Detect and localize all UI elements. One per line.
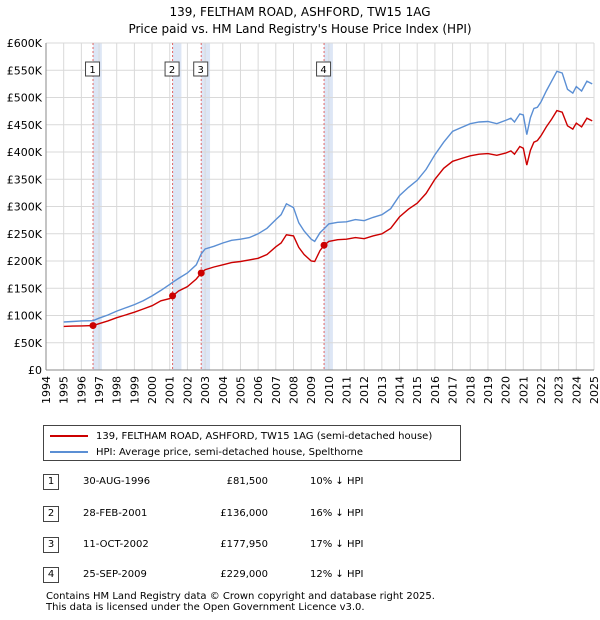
legend-label-property: 139, FELTHAM ROAD, ASHFORD, TW15 1AG (se…: [96, 430, 433, 442]
sale-annotation-box: [193, 61, 209, 77]
x-tick-label: 2018: [464, 376, 477, 404]
legend-label-hpi: HPI: Average price, semi-detached house,…: [96, 446, 364, 458]
x-tick-label: 2022: [535, 376, 548, 404]
y-tick-label: £500K: [7, 92, 43, 105]
x-tick-label: 2013: [376, 376, 389, 404]
x-tick-label: 1997: [93, 376, 106, 404]
x-tick-label: 2002: [181, 376, 194, 404]
hpi-line: [63, 70, 593, 323]
x-tick-label: 1998: [111, 376, 124, 404]
x-tick-label: 1994: [40, 376, 53, 404]
sale-annotation-label: 3: [198, 65, 204, 76]
sale-row: 2 28-FEB-2001 £136,000 16% ↓ HPI: [43, 506, 463, 522]
sale-date: 25-SEP-2009: [83, 569, 147, 580]
y-tick-label: £450K: [7, 119, 43, 132]
sale-row: 1 30-AUG-1996 £81,500 10% ↓ HPI: [43, 474, 463, 490]
x-tick-label: 2001: [164, 376, 177, 404]
legend-item-property: 139, FELTHAM ROAD, ASHFORD, TW15 1AG (se…: [50, 429, 432, 443]
sale-hpi-diff: 16% ↓ HPI: [310, 508, 364, 519]
x-tick-label: 2015: [411, 376, 424, 404]
sale-marker: [169, 292, 177, 300]
sale-marker: [89, 322, 97, 330]
y-tick-label: £350K: [7, 173, 43, 186]
sale-annotation-box: [316, 61, 332, 77]
x-tick-label: 1996: [75, 376, 88, 404]
x-tick-label: 2010: [323, 376, 336, 404]
x-tick-label: 2012: [358, 376, 371, 404]
x-tick-label: 2004: [217, 376, 230, 404]
sale-number-badge: 4: [43, 567, 59, 583]
x-tick-label: 1995: [58, 376, 71, 404]
sale-row: 3 11-OCT-2002 £177,950 17% ↓ HPI: [43, 537, 463, 553]
x-tick-label: 2023: [553, 376, 566, 404]
sale-number-badge: 3: [43, 537, 59, 553]
sale-annotation-label: 4: [320, 65, 326, 76]
footer-copyright: Contains HM Land Registry data © Crown c…: [46, 591, 435, 602]
y-tick-label: £550K: [7, 64, 43, 77]
sale-number-badge: 2: [43, 506, 59, 522]
x-tick-label: 2000: [146, 376, 159, 404]
sale-date: 28-FEB-2001: [83, 508, 148, 519]
sale-row: 4 25-SEP-2009 £229,000 12% ↓ HPI: [43, 567, 463, 583]
x-tick-label: 1999: [128, 376, 141, 404]
y-tick-label: £400K: [7, 146, 43, 159]
x-tick-label: 2005: [234, 376, 247, 404]
x-tick-label: 2009: [305, 376, 318, 404]
footer-licence: This data is licensed under the Open Gov…: [46, 602, 365, 613]
chart-title: 139, FELTHAM ROAD, ASHFORD, TW15 1AG Pri…: [0, 4, 600, 38]
x-tick-label: 2003: [199, 376, 212, 404]
chart-title-line2: Price paid vs. HM Land Registry's House …: [128, 22, 472, 36]
sale-hpi-diff: 12% ↓ HPI: [310, 569, 364, 580]
x-tick-label: 2006: [252, 376, 265, 404]
y-tick-label: £100K: [7, 310, 43, 323]
legend-swatch-property: [50, 435, 88, 437]
x-tick-label: 2021: [517, 376, 530, 404]
chart-legend: 139, FELTHAM ROAD, ASHFORD, TW15 1AG (se…: [43, 425, 461, 461]
x-tick-label: 2014: [394, 376, 407, 404]
sale-price: £229,000: [220, 569, 268, 580]
x-tick-label: 2024: [570, 376, 583, 404]
sale-price: £136,000: [220, 508, 268, 519]
x-tick-label: 2019: [482, 376, 495, 404]
x-tick-label: 2020: [500, 376, 513, 404]
sale-annotation-label: 2: [169, 65, 175, 76]
y-tick-label: £600K: [7, 37, 43, 50]
x-tick-label: 2016: [429, 376, 442, 404]
x-tick-label: 2008: [287, 376, 300, 404]
sale-price: £177,950: [220, 539, 268, 550]
y-tick-label: £250K: [7, 228, 43, 241]
x-tick-label: 2017: [447, 376, 460, 404]
x-tick-label: 2007: [270, 376, 283, 404]
y-tick-label: £200K: [7, 255, 43, 268]
legend-swatch-hpi: [50, 451, 88, 453]
sale-annotation-label: 1: [89, 65, 95, 76]
legend-item-hpi: HPI: Average price, semi-detached house,…: [50, 445, 363, 459]
y-tick-label: £300K: [7, 201, 43, 214]
y-tick-label: £150K: [7, 282, 43, 295]
sale-price: £81,500: [226, 476, 268, 487]
sale-number-badge: 1: [43, 474, 59, 490]
sale-hpi-diff: 10% ↓ HPI: [310, 476, 364, 487]
sale-annotation-box: [85, 61, 101, 77]
y-tick-label: £50K: [14, 337, 43, 350]
sale-date: 11-OCT-2002: [83, 539, 149, 550]
price-chart: 1 2 3 4 £0 £50K £100K £150K £200K £250K £300K £350…: [7, 37, 600, 404]
x-tick-label: 2011: [341, 376, 354, 404]
chart-title-line1: 139, FELTHAM ROAD, ASHFORD, TW15 1AG: [169, 5, 431, 19]
x-tick-label: 2025: [588, 376, 600, 404]
sale-marker: [320, 241, 328, 249]
sale-hpi-diff: 17% ↓ HPI: [310, 539, 364, 550]
sale-annotation-box: [164, 61, 180, 77]
sale-date: 30-AUG-1996: [83, 476, 151, 487]
footer: Contains HM Land Registry data © Crown c…: [46, 591, 435, 613]
y-tick-label: £0: [28, 364, 42, 377]
sale-marker: [197, 269, 205, 277]
